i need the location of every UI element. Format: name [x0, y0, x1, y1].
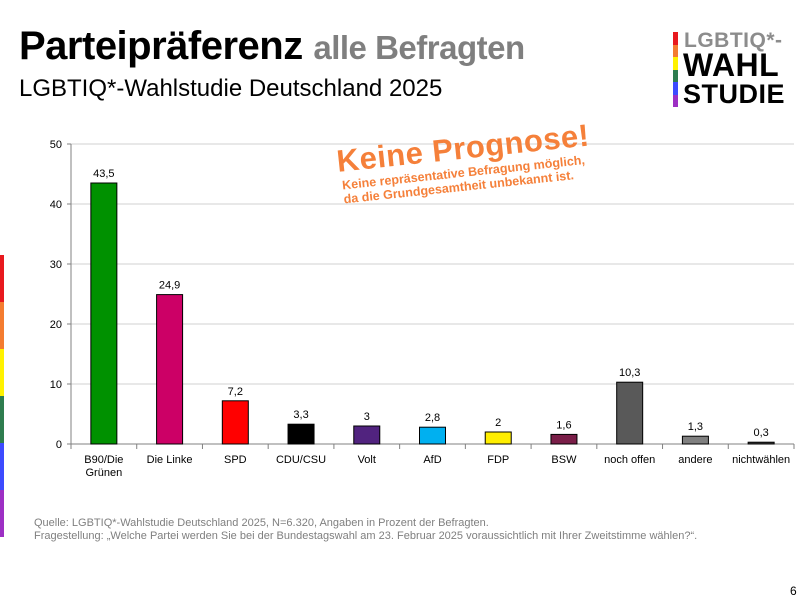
x-tick-label: noch offen — [604, 454, 655, 466]
logo-line-1: LGBTIQ*- — [684, 29, 783, 52]
page-title: Parteipräferenz alle Befragten — [19, 22, 525, 72]
logo-line-3: STUDIE — [683, 79, 786, 109]
data-label: 10,3 — [619, 367, 640, 379]
logo-stripe — [673, 44, 678, 57]
y-tick-label: 20 — [50, 319, 62, 331]
data-label: 2,8 — [425, 412, 440, 424]
y-tick-label: 50 — [50, 139, 62, 151]
bar — [287, 423, 315, 445]
side-stripe — [0, 302, 4, 349]
logo-stripe — [673, 57, 678, 70]
bar — [90, 182, 118, 445]
data-label: 2 — [495, 417, 501, 429]
bar — [221, 400, 249, 445]
bar — [616, 381, 644, 445]
bar — [484, 431, 512, 445]
x-tick-label: FDP — [487, 454, 509, 466]
bar — [681, 435, 709, 445]
side-stripe — [0, 349, 4, 396]
page-subtitle: LGBTIQ*-Wahlstudie Deutschland 2025 — [19, 75, 443, 102]
title-sub: alle Befragten — [313, 29, 525, 66]
data-label: 0,3 — [753, 427, 768, 439]
bar — [156, 294, 184, 445]
x-tick-label: CDU/CSU — [276, 454, 326, 466]
y-tick-label: 10 — [50, 379, 62, 391]
logo-stripe — [673, 32, 678, 45]
x-tick-label: Die Linke — [147, 454, 193, 466]
x-tick-label: Volt — [358, 454, 376, 466]
bar — [419, 426, 446, 445]
x-tick-label: SPD — [224, 454, 247, 466]
data-label: 7,2 — [228, 386, 243, 398]
logo-stripe — [673, 94, 678, 107]
logo: LGBTIQ*- WAHL STUDIE — [673, 29, 793, 110]
x-tick-label: AfD — [423, 454, 441, 466]
data-label: 3,3 — [293, 409, 308, 421]
data-label: 1,6 — [556, 419, 571, 431]
side-stripe — [0, 443, 4, 490]
data-label: 1,3 — [688, 421, 703, 433]
bar — [747, 441, 775, 445]
y-tick-label: 40 — [50, 199, 62, 211]
source-note: Quelle: LGBTIQ*-Wahlstudie Deutschland 2… — [34, 517, 489, 529]
x-tick-label: nichtwählen — [732, 454, 790, 466]
bar — [353, 425, 381, 445]
data-label: 43,5 — [93, 168, 114, 180]
question-note: Fragestellung: „Welche Partei werden Sie… — [34, 530, 698, 542]
title-main: Parteipräferenz — [19, 24, 303, 68]
x-tick-label: andere — [678, 454, 712, 466]
footer-notes: Quelle: LGBTIQ*-Wahlstudie Deutschland 2… — [34, 517, 697, 543]
side-stripe — [0, 255, 4, 302]
y-tick-label: 30 — [50, 259, 62, 271]
bar — [550, 433, 578, 445]
side-stripe — [0, 396, 4, 443]
logo-line-2: WAHL — [683, 47, 780, 83]
x-tick-label: BSW — [551, 454, 577, 466]
side-stripe — [0, 490, 4, 537]
logo-stripe — [673, 82, 678, 95]
x-tick-label: B90/Die Grünen — [84, 454, 123, 479]
data-label: 24,9 — [159, 280, 180, 292]
bar-chart: 0 10 20 30 40 50 43,5 B90/Die Grünen 24,9 Die Link… — [50, 139, 795, 479]
data-label: 3 — [364, 411, 370, 423]
y-tick-label: 0 — [56, 439, 62, 451]
logo-stripe — [673, 69, 678, 82]
page-number: 6 — [790, 584, 797, 598]
